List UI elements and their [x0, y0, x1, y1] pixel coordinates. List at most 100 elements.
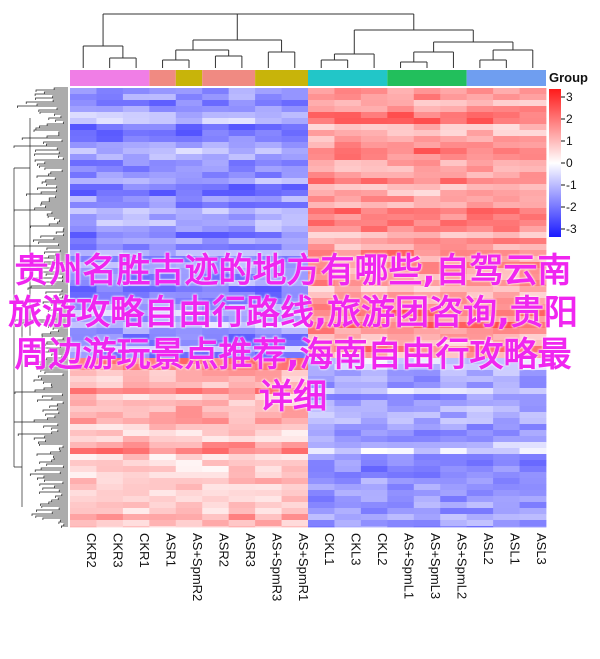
heatmap-cell: [440, 322, 468, 329]
heatmap-cell: [440, 520, 468, 527]
heatmap-cell: [334, 292, 362, 299]
heatmap-cell: [334, 346, 362, 353]
heatmap-cell: [413, 286, 441, 293]
heatmap-cell: [228, 304, 256, 311]
heatmap-cell: [202, 196, 230, 203]
heatmap-cell: [413, 478, 441, 485]
heatmap-cell: [334, 460, 362, 467]
heatmap-cell: [466, 340, 494, 347]
heatmap-cell: [70, 298, 97, 305]
heatmap-cell: [413, 418, 441, 425]
heatmap-cell: [96, 502, 124, 509]
heatmap-cell: [281, 154, 309, 161]
heatmap-cell: [255, 124, 282, 131]
heatmap-cell: [70, 268, 97, 275]
heatmap-cell: [70, 448, 97, 455]
heatmap-cell: [493, 418, 520, 425]
heatmap-cell: [387, 328, 415, 335]
heatmap-cell: [281, 466, 309, 473]
heatmap-cell: [70, 142, 97, 149]
heatmap-cell: [493, 358, 520, 365]
heatmap-cell: [175, 226, 203, 233]
heatmap-cell: [281, 352, 309, 359]
heatmap-cell: [334, 412, 362, 419]
heatmap-cell: [308, 382, 335, 389]
heatmap-cell: [466, 280, 494, 287]
heatmap-cell: [413, 460, 441, 467]
heatmap-cell: [308, 244, 335, 251]
heatmap-cell: [149, 160, 177, 167]
heatmap-cell: [175, 196, 203, 203]
heatmap-cell: [519, 370, 547, 377]
heatmap-cell: [96, 388, 124, 395]
heatmap-cell: [281, 430, 309, 437]
heatmap-cell: [96, 106, 124, 113]
heatmap-cell: [308, 352, 335, 359]
heatmap-cell: [70, 118, 97, 125]
heatmap-cell: [308, 520, 335, 527]
heatmap-cell: [149, 154, 177, 161]
heatmap-cell: [228, 202, 256, 209]
heatmap-cell: [466, 214, 494, 221]
heatmap-cell: [255, 472, 282, 479]
heatmap-cell: [281, 214, 309, 221]
heatmap-cell: [255, 334, 282, 341]
heatmap-cell: [175, 364, 203, 371]
heatmap-cell: [255, 436, 282, 443]
heatmap-cell: [413, 136, 441, 143]
heatmap-cell: [308, 424, 335, 431]
heatmap-cell: [228, 382, 256, 389]
heatmap-cell: [175, 520, 203, 527]
heatmap-cell: [255, 274, 282, 281]
heatmap-cell: [281, 526, 309, 528]
heatmap-cell: [334, 502, 362, 509]
heatmap-cell: [281, 244, 309, 251]
heatmap-cell: [334, 418, 362, 425]
heatmap-cell: [175, 286, 203, 293]
heatmap-cell: [387, 208, 415, 215]
heatmap-cell: [202, 100, 230, 107]
column-label: ASR3: [243, 533, 258, 567]
heatmap-cell: [70, 178, 97, 185]
heatmap-cell: [413, 112, 441, 119]
heatmap-cell: [228, 526, 256, 528]
heatmap-cell: [413, 256, 441, 263]
heatmap-cell: [334, 220, 362, 227]
heatmap-cell: [255, 172, 282, 179]
heatmap-cell: [149, 376, 177, 383]
heatmap-cell: [360, 154, 388, 161]
heatmap-cell: [122, 280, 150, 287]
heatmap-cell: [334, 340, 362, 347]
heatmap-cell: [519, 94, 547, 101]
heatmap-cell: [413, 88, 441, 95]
heatmap-cell: [149, 334, 177, 341]
heatmap-cell: [519, 154, 547, 161]
heatmap-cell: [440, 502, 468, 509]
heatmap-cell: [360, 190, 388, 197]
heatmap-cell: [466, 382, 494, 389]
heatmap-cell: [70, 364, 97, 371]
heatmap-cell: [149, 298, 177, 305]
heatmap-cell: [228, 394, 256, 401]
heatmap-cell: [413, 430, 441, 437]
heatmap-cell: [70, 352, 97, 359]
heatmap-cell: [493, 112, 520, 119]
heatmap-cell: [360, 358, 388, 365]
heatmap-cell: [440, 250, 468, 257]
heatmap-cell: [175, 292, 203, 299]
heatmap-cell: [96, 214, 124, 221]
heatmap-cell: [96, 172, 124, 179]
heatmap-cell: [202, 520, 230, 527]
heatmap-cell: [96, 196, 124, 203]
heatmap-cell: [387, 286, 415, 293]
heatmap-cell: [466, 274, 494, 281]
heatmap-cell: [360, 496, 388, 503]
heatmap-cell: [96, 394, 124, 401]
heatmap-cell: [413, 220, 441, 227]
heatmap-cell: [202, 214, 230, 221]
heatmap-cell: [360, 94, 388, 101]
column-label: AS+SpmL3: [428, 533, 443, 599]
heatmap-cell: [255, 256, 282, 263]
legend-tick-label: 1: [566, 134, 573, 148]
heatmap-cell: [413, 526, 441, 528]
